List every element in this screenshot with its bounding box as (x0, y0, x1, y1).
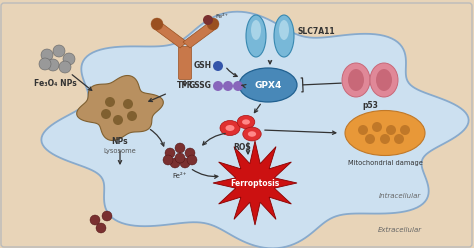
Circle shape (127, 111, 137, 121)
Circle shape (165, 148, 175, 158)
Circle shape (63, 53, 75, 65)
Circle shape (207, 18, 219, 30)
Polygon shape (77, 76, 164, 140)
Circle shape (90, 215, 100, 225)
Text: Fe₃O₄ NPs: Fe₃O₄ NPs (34, 79, 76, 88)
Circle shape (59, 61, 71, 73)
Circle shape (380, 134, 390, 144)
Circle shape (105, 97, 115, 107)
Circle shape (180, 158, 190, 168)
Text: GSSG: GSSG (189, 82, 212, 91)
Text: ROS: ROS (233, 144, 251, 153)
Ellipse shape (243, 127, 261, 141)
Circle shape (175, 143, 185, 153)
Ellipse shape (246, 15, 266, 57)
Polygon shape (41, 12, 469, 248)
Circle shape (400, 125, 410, 135)
Text: NPs: NPs (112, 136, 128, 146)
Circle shape (96, 223, 106, 233)
Circle shape (233, 81, 243, 91)
Text: Fe²⁺: Fe²⁺ (215, 13, 228, 19)
Circle shape (394, 134, 404, 144)
FancyBboxPatch shape (1, 3, 472, 247)
Polygon shape (153, 24, 187, 48)
Circle shape (41, 49, 53, 61)
Text: Extracellular: Extracellular (378, 227, 422, 233)
Ellipse shape (348, 69, 364, 91)
Text: Fe²⁺: Fe²⁺ (173, 173, 187, 179)
Ellipse shape (376, 69, 392, 91)
Text: Intracellular: Intracellular (379, 193, 421, 199)
Circle shape (101, 109, 111, 119)
Circle shape (185, 148, 195, 158)
Circle shape (170, 158, 180, 168)
Circle shape (223, 81, 233, 91)
Ellipse shape (251, 20, 261, 40)
FancyBboxPatch shape (179, 47, 191, 80)
Circle shape (386, 125, 396, 135)
Ellipse shape (226, 125, 235, 131)
Circle shape (175, 153, 185, 163)
Text: Ferroptosis: Ferroptosis (230, 179, 280, 187)
Circle shape (39, 58, 51, 70)
Text: Mitochondrial damage: Mitochondrial damage (347, 160, 422, 166)
Circle shape (123, 99, 133, 109)
Ellipse shape (220, 121, 240, 135)
Circle shape (358, 125, 368, 135)
Circle shape (113, 115, 123, 125)
Text: GPX4: GPX4 (255, 81, 282, 90)
Text: p53: p53 (362, 101, 378, 111)
Circle shape (151, 18, 163, 30)
Polygon shape (183, 24, 217, 48)
Circle shape (53, 45, 65, 57)
Circle shape (203, 15, 213, 25)
Ellipse shape (274, 15, 294, 57)
Ellipse shape (237, 115, 255, 129)
Text: GSH: GSH (194, 62, 212, 70)
Ellipse shape (279, 20, 289, 40)
Circle shape (213, 81, 223, 91)
Circle shape (47, 59, 59, 71)
Circle shape (102, 211, 112, 221)
Ellipse shape (342, 63, 370, 97)
Ellipse shape (248, 131, 256, 137)
Text: Lysosome: Lysosome (104, 148, 137, 154)
Ellipse shape (370, 63, 398, 97)
Circle shape (163, 155, 173, 165)
Ellipse shape (242, 119, 250, 125)
Circle shape (365, 134, 375, 144)
Ellipse shape (239, 68, 297, 102)
Text: TFR: TFR (177, 81, 193, 90)
Circle shape (187, 155, 197, 165)
Ellipse shape (345, 111, 425, 155)
Text: SLC7A11: SLC7A11 (298, 28, 336, 36)
Circle shape (372, 122, 382, 132)
Polygon shape (213, 141, 297, 225)
Circle shape (213, 61, 223, 71)
